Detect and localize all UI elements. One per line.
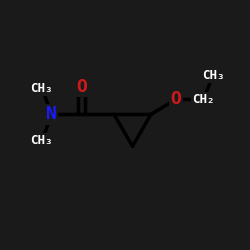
- Text: O: O: [170, 90, 181, 108]
- Text: CH₃: CH₃: [202, 69, 225, 82]
- Text: O: O: [76, 78, 87, 96]
- Text: CH₃: CH₃: [30, 134, 53, 147]
- Text: N: N: [46, 106, 57, 123]
- Text: CH₃: CH₃: [30, 82, 53, 94]
- Text: CH₂: CH₂: [192, 93, 215, 106]
